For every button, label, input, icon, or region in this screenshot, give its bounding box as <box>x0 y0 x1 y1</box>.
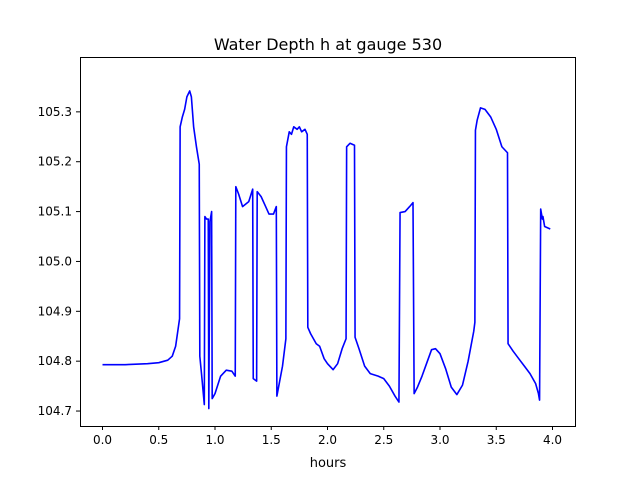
y-tick-label: 105.0 <box>38 254 72 268</box>
series-line-0 <box>102 90 551 410</box>
x-tick-label: 3.0 <box>430 433 449 447</box>
y-tick-label: 105.2 <box>38 155 72 169</box>
y-tick-label: 104.8 <box>38 354 72 368</box>
x-axis-label: hours <box>310 456 347 471</box>
chart-title: Water Depth h at gauge 530 <box>214 35 442 54</box>
x-tick-label: 0.0 <box>93 433 112 447</box>
x-tick-label: 3.5 <box>487 433 506 447</box>
x-tick-label: 4.0 <box>543 433 562 447</box>
axis-ticks-layer: 0.0 0.5 1.0 1.5 2.0 2.5 3.0 3.5 4.0 104.7 104.8 104… <box>38 105 562 447</box>
y-tick-label: 104.7 <box>38 404 72 418</box>
plot-frame <box>80 57 576 427</box>
y-tick-label: 105.3 <box>38 105 72 119</box>
x-tick-label: 1.0 <box>205 433 224 447</box>
x-tick-label: 1.5 <box>262 433 281 447</box>
y-tick-label: 105.1 <box>38 205 72 219</box>
plot-data-layer <box>102 90 551 410</box>
x-tick-label: 0.5 <box>149 433 168 447</box>
y-tick-label: 104.9 <box>38 304 72 318</box>
x-tick-label: 2.0 <box>318 433 337 447</box>
x-tick-label: 2.5 <box>374 433 393 447</box>
